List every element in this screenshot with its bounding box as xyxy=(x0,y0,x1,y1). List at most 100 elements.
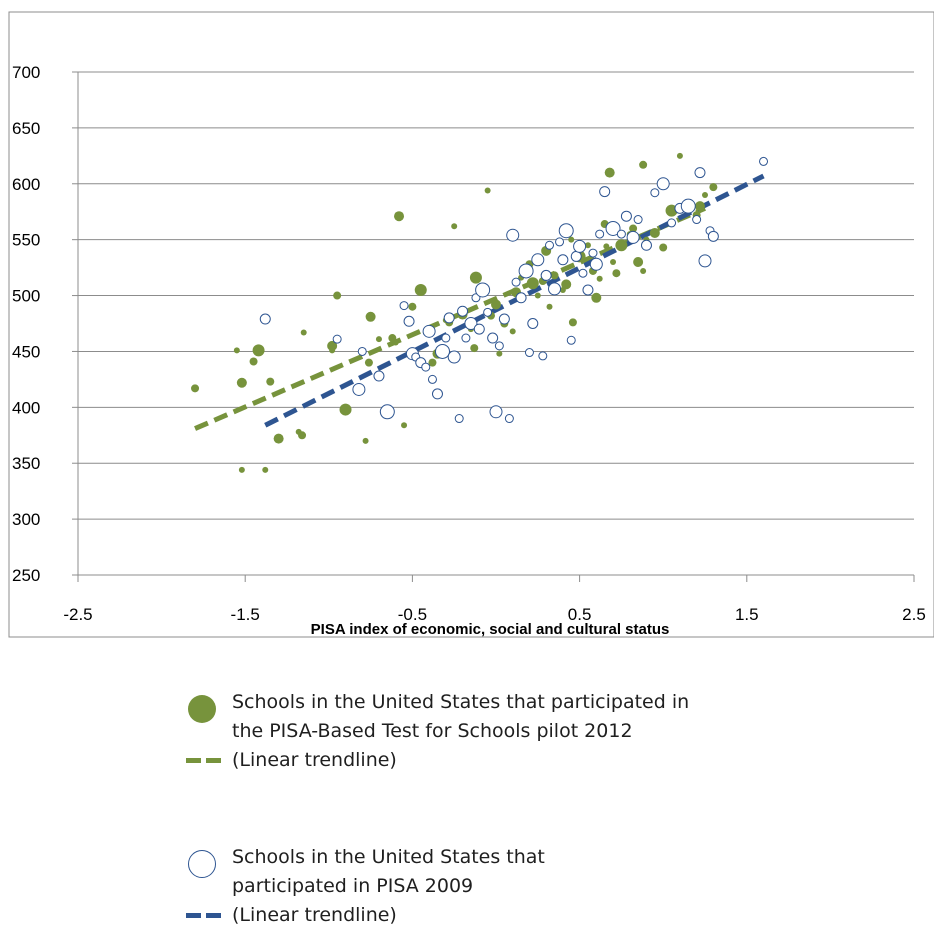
pilot-point xyxy=(633,257,644,268)
pisa2009-point xyxy=(357,346,367,356)
x-tick-label: 0.5 xyxy=(568,605,592,624)
x-tick-label: 2.5 xyxy=(902,605,926,624)
pilot-point xyxy=(596,275,603,282)
pisa2009-point xyxy=(332,334,342,344)
pilot-point xyxy=(470,344,479,353)
pilot-point xyxy=(603,243,610,250)
pilot-point xyxy=(561,279,572,290)
pisa2009-point xyxy=(506,228,520,242)
legend-label-pisa2009-line2: participated in PISA 2009 xyxy=(232,875,474,897)
pisa2009-point xyxy=(511,277,521,287)
pisa2009-point xyxy=(555,237,565,247)
pisa2009-point xyxy=(595,229,605,239)
chart-area: 250 300 350 400 450 500 550 600 650 700 -2.5 -1.5 -0… xyxy=(8,11,934,638)
pisa2009-point xyxy=(464,317,478,330)
pilot-point xyxy=(640,267,647,274)
pisa2009-point xyxy=(447,350,461,364)
pisa2009-point xyxy=(626,230,640,244)
pisa2009-point xyxy=(540,269,552,281)
pisa2009-point xyxy=(421,362,431,372)
pilot-point xyxy=(191,384,200,393)
legend-item-pilot-trend: (Linear trendline) xyxy=(184,746,804,775)
pilot-point xyxy=(451,223,458,230)
pisa2009-point xyxy=(620,210,632,222)
y-tick-label: 250 xyxy=(12,566,40,585)
pilot-point xyxy=(327,340,338,351)
pilot-point xyxy=(249,357,258,366)
pilot-point xyxy=(676,152,683,159)
pisa2009-point xyxy=(515,292,527,304)
pilot-point xyxy=(408,302,417,311)
pilot-point xyxy=(702,191,708,198)
filled-circle-marker-icon xyxy=(188,695,216,723)
pilot-point xyxy=(550,271,559,280)
pisa2009-point xyxy=(352,382,366,396)
y-tick-label: 500 xyxy=(12,287,40,306)
pisa2009-trendline xyxy=(264,173,765,428)
hollow-circle-marker-icon xyxy=(188,850,216,878)
pisa2009-point xyxy=(694,167,706,179)
pilot-point xyxy=(568,236,575,243)
data-points xyxy=(191,152,769,473)
legend-label-pilot-line2: the PISA-Based Test for Schools pilot 20… xyxy=(232,720,633,742)
pilot-point xyxy=(491,299,501,310)
pilot-point xyxy=(428,358,437,367)
pisa2009-point xyxy=(588,248,598,258)
y-tick-label: 300 xyxy=(12,510,40,529)
pisa2009-point xyxy=(443,312,455,324)
pisa2009-point xyxy=(680,198,696,214)
pisa2009-point xyxy=(494,341,504,351)
x-tick-label: -2.5 xyxy=(63,605,92,624)
pilot-point xyxy=(709,183,718,192)
pisa2009-point xyxy=(707,230,719,242)
pilot-point xyxy=(526,277,539,290)
pilot-point xyxy=(273,433,284,444)
pilot-point xyxy=(469,271,482,284)
pilot-point xyxy=(629,224,638,233)
pisa2009-point xyxy=(427,374,437,384)
x-tick-label: 1.5 xyxy=(735,605,759,624)
pisa2009-point xyxy=(616,229,626,239)
pisa2009-point xyxy=(498,313,510,325)
pilot-point xyxy=(584,242,591,249)
pisa2009-point xyxy=(441,333,451,343)
pilot-point xyxy=(329,347,336,354)
pisa2009-point xyxy=(566,335,576,345)
pisa2009-point xyxy=(692,215,702,225)
pilot-point xyxy=(401,422,408,429)
legend-item-pilot: Schools in the United States that partic… xyxy=(184,688,804,746)
pilot-point xyxy=(610,259,617,266)
pisa2009-point xyxy=(589,257,603,271)
axes: 250 300 350 400 450 500 550 600 650 700 -2.5 -1.5 -0… xyxy=(12,63,926,624)
pisa2009-point xyxy=(504,414,514,424)
pilot-point xyxy=(509,328,516,335)
x-tick-label: -1.5 xyxy=(231,605,260,624)
pisa2009-point xyxy=(403,315,415,327)
pilot-point xyxy=(392,339,399,346)
pilot-point xyxy=(375,336,382,343)
pilot-point xyxy=(298,431,307,440)
legend-pilot: Schools in the United States that partic… xyxy=(184,688,804,775)
pisa2009-point xyxy=(759,156,769,166)
pisa2009-point xyxy=(259,313,271,325)
pisa2009-point xyxy=(373,370,385,382)
pisa2009-point xyxy=(434,343,450,359)
pilot-point xyxy=(300,329,307,336)
pisa2009-point xyxy=(431,388,443,400)
legend-pisa2009: Schools in the United States that partic… xyxy=(184,843,804,930)
pilot-point xyxy=(534,292,541,299)
pilot-point xyxy=(484,187,491,194)
pilot-point xyxy=(568,318,577,327)
pilot-point xyxy=(262,466,269,473)
pilot-point xyxy=(546,303,553,310)
legend-label-pilot-trend: (Linear trendline) xyxy=(232,749,397,771)
pisa2009-point xyxy=(473,323,485,335)
pilot-point xyxy=(233,347,240,354)
pilot-point xyxy=(694,201,705,212)
pisa2009-point xyxy=(399,301,409,311)
pisa2009-point xyxy=(599,186,611,198)
pisa2009-point xyxy=(656,177,670,191)
legend-label-pisa2009-line1: Schools in the United States that xyxy=(232,846,545,868)
pilot-point xyxy=(364,358,373,367)
pisa2009-point xyxy=(527,318,539,329)
